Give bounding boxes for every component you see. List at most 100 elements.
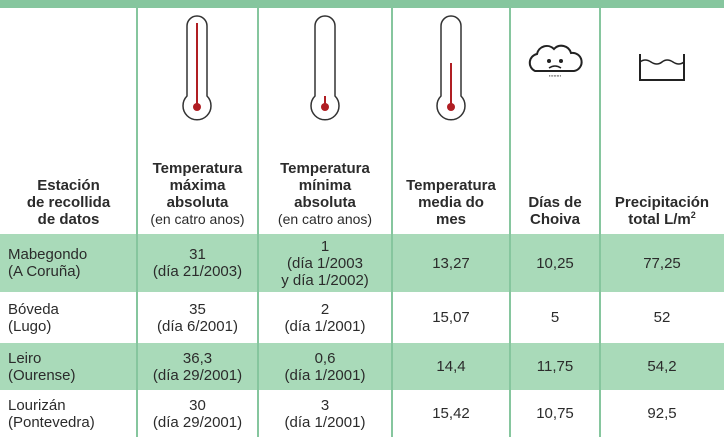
header-text: absoluta bbox=[166, 194, 229, 211]
table-cell: Leiro (Ourense) bbox=[0, 343, 137, 390]
header-text: absoluta bbox=[294, 194, 356, 211]
cell-line: 31 bbox=[189, 246, 206, 263]
header-text: de recollida bbox=[26, 194, 111, 211]
cell-text: Bóveda bbox=[8, 300, 59, 318]
cell-text: (día 6/2001) bbox=[157, 317, 238, 335]
cell-line: Mabegondo bbox=[8, 246, 87, 263]
cell-text: Lourizán bbox=[8, 396, 66, 414]
cell-text: 35 bbox=[189, 300, 206, 318]
cell-text: Leiro bbox=[8, 349, 42, 367]
row-band bbox=[0, 234, 724, 292]
cell-line: (día 1/2001) bbox=[285, 318, 366, 335]
header-line: Choiva bbox=[530, 211, 580, 228]
cell-text: 30 bbox=[189, 396, 206, 414]
table-cell: 92,5 bbox=[600, 390, 724, 437]
cell-text: 54,2 bbox=[647, 358, 677, 375]
header-text: mínima bbox=[298, 177, 352, 194]
cell-line: 15,42 bbox=[432, 405, 470, 422]
table-cell: 35 (día 6/2001) bbox=[137, 292, 258, 343]
header-line: mínima bbox=[299, 177, 352, 194]
cell-line: (A Coruña) bbox=[8, 263, 81, 280]
cell-text: 52 bbox=[653, 309, 671, 326]
row-band bbox=[0, 292, 724, 343]
header-line: mes bbox=[436, 211, 466, 228]
thermometer-mean bbox=[436, 15, 466, 121]
header-cell: Días de Choiva bbox=[510, 128, 600, 234]
cell-line: 0,6 bbox=[315, 350, 336, 367]
table-cell: 52 bbox=[600, 292, 724, 343]
cell-line: 36,3 bbox=[183, 350, 212, 367]
cell-line: 30 bbox=[189, 397, 206, 414]
table-cell: 11,75 bbox=[510, 343, 600, 390]
table-cell: 10,25 bbox=[510, 234, 600, 292]
thermometer-min bbox=[310, 15, 340, 121]
cell-text: (día 1/2001) bbox=[284, 317, 366, 335]
header-cell: Estación de recollida de datos bbox=[0, 128, 137, 234]
cell-text: 3 bbox=[320, 396, 330, 414]
table-cell: 14,4 bbox=[392, 343, 510, 390]
cell-text: (día 1/2001) bbox=[284, 413, 366, 431]
rain-cloud: '''''''' bbox=[528, 44, 583, 83]
header-line: de datos bbox=[38, 211, 100, 228]
basin bbox=[639, 54, 685, 81]
header-line: absoluta bbox=[167, 194, 229, 211]
row-band bbox=[0, 390, 724, 437]
header-cell: Temperatura máxima absoluta (en catro anos) bbox=[137, 128, 258, 234]
cell-line: (día 1/2001) bbox=[285, 367, 366, 384]
table-cell: 3 (día 1/2001) bbox=[258, 390, 392, 437]
cell-line: y día 1/2002) bbox=[281, 272, 369, 289]
cell-text: 14,4 bbox=[436, 358, 466, 375]
header-line: Temperatura bbox=[280, 160, 370, 177]
cell-text: (día 21/2003) bbox=[152, 263, 243, 280]
table-cell: Mabegondo (A Coruña) bbox=[0, 234, 137, 292]
top-band bbox=[0, 0, 724, 8]
header-note: (en catro anos) bbox=[277, 211, 373, 227]
header-line: Días de bbox=[528, 194, 581, 211]
header-line: absoluta bbox=[294, 194, 356, 211]
cell-line: 5 bbox=[551, 309, 559, 326]
table-cell: Bóveda (Lugo) bbox=[0, 292, 137, 343]
cell-text: (día 1/2001) bbox=[284, 366, 366, 384]
table-cell: 5 bbox=[510, 292, 600, 343]
row-band bbox=[0, 343, 724, 390]
cell-line: (día 1/2003 bbox=[287, 255, 363, 272]
table-cell: 31 (día 21/2003) bbox=[137, 234, 258, 292]
cell-text: (día 1/2003 bbox=[287, 254, 363, 272]
cell-line: (Lugo) bbox=[8, 318, 51, 335]
cell-line: 77,25 bbox=[643, 255, 681, 272]
cell-text: 92,5 bbox=[647, 405, 677, 422]
header-text: Temperatura bbox=[406, 177, 496, 194]
cell-text: 36,3 bbox=[182, 349, 213, 367]
header-line: Temperatura bbox=[153, 160, 243, 177]
header-cell: Precipitación total L/m2 bbox=[600, 128, 724, 234]
cell-text: 10,25 bbox=[536, 254, 574, 272]
table-cell: 13,27 bbox=[392, 234, 510, 292]
cell-text: 31 bbox=[189, 246, 206, 263]
table-cell: 0,6 (día 1/2001) bbox=[258, 343, 392, 390]
cell-text: (Lugo) bbox=[8, 317, 52, 335]
cell-text: 15,42 bbox=[432, 405, 470, 422]
cell-line: 3 bbox=[321, 397, 329, 414]
cell-line: 35 bbox=[189, 301, 206, 318]
table-cell: 15,07 bbox=[392, 292, 510, 343]
cell-text: 0,6 bbox=[314, 349, 336, 367]
table-cell: 10,75 bbox=[510, 390, 600, 437]
header-cell: Temperatura mínima absoluta (en catro anos) bbox=[258, 128, 392, 234]
cell-line: 11,75 bbox=[537, 358, 573, 375]
svg-text:'''''''': '''''''' bbox=[549, 74, 562, 83]
cell-text: 1 bbox=[320, 237, 330, 255]
header-line: Precipitación bbox=[615, 194, 709, 211]
cell-text: (día 29/2001) bbox=[152, 366, 243, 384]
cell-text: (día 29/2001) bbox=[152, 413, 243, 431]
header-line: media do bbox=[418, 194, 484, 211]
header-text: Estación bbox=[37, 177, 100, 194]
table-cell: 2 (día 1/2001) bbox=[258, 292, 392, 343]
cell-line: 54,2 bbox=[647, 358, 676, 375]
header-text: media do bbox=[418, 194, 484, 211]
cell-text: 5 bbox=[550, 309, 560, 326]
table-cell: 15,42 bbox=[392, 390, 510, 437]
header-text: Temperatura bbox=[280, 160, 370, 177]
cell-line: Lourizán bbox=[8, 397, 66, 414]
header-text: Días de bbox=[528, 194, 582, 211]
